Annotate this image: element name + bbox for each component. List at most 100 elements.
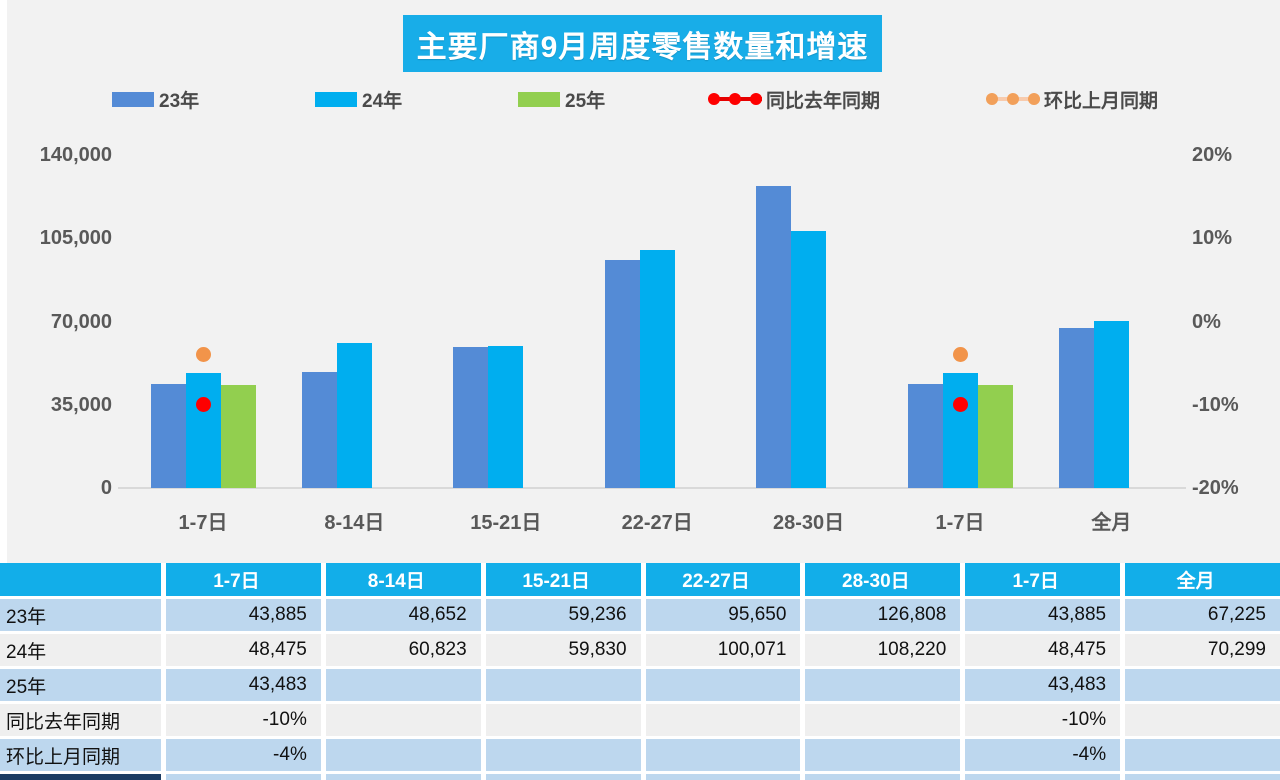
- legend-label: 同比去年同期: [766, 90, 881, 112]
- row-header-cell: 24年: [0, 634, 161, 666]
- legend-item-25: 25年: [518, 88, 606, 112]
- table-cell: [805, 739, 961, 771]
- bar: [488, 345, 524, 488]
- row-header-cell: [0, 563, 161, 596]
- bar: [301, 372, 337, 488]
- bar: [150, 383, 186, 488]
- bar: [604, 260, 640, 488]
- table-cell: 108,220: [805, 634, 961, 666]
- bar: [756, 186, 792, 488]
- legend-item-24: 24年: [315, 88, 403, 112]
- table-cell: 67,225: [1125, 599, 1280, 631]
- category-label: 1-7日: [178, 512, 228, 534]
- table-cell: [645, 669, 801, 701]
- table-cell: 43,483: [965, 669, 1121, 701]
- legend-swatch-23-icon: [112, 91, 154, 107]
- table-cell: [1125, 739, 1280, 771]
- y-axis-tick-left: 70,000: [50, 310, 112, 333]
- table-cell: [805, 669, 961, 701]
- table-cell: [485, 704, 641, 736]
- category-label: 28-30日: [773, 512, 845, 534]
- table-cell: -4%: [965, 739, 1121, 771]
- category-label: 全月: [1091, 512, 1132, 534]
- table-cell: [1125, 704, 1280, 736]
- table-cell: 43,885: [166, 599, 321, 631]
- y-axis-tick-left: 0: [100, 477, 112, 499]
- table-cell: [325, 669, 481, 701]
- table-cell: [325, 704, 481, 736]
- growth-dot: [195, 347, 211, 363]
- legend-swatch-24-icon: [315, 91, 357, 107]
- bar: [1058, 328, 1094, 488]
- row-header-cell: 23年: [0, 599, 161, 631]
- bar: [907, 383, 943, 488]
- yoy-dots-icon: [708, 92, 764, 106]
- table-row: 同比去年同期 -10% -10%: [0, 704, 1280, 736]
- table-cell: 59,830: [485, 634, 641, 666]
- table-cell: [645, 739, 801, 771]
- table-cell: 48,475: [965, 634, 1121, 666]
- table-cell: [645, 704, 801, 736]
- growth-dot: [952, 397, 968, 413]
- table-cell: [805, 704, 961, 736]
- table-row: 25年 43,483 43,483: [0, 669, 1280, 701]
- partial-cell: [645, 774, 801, 780]
- partial-cell: [485, 774, 641, 780]
- table-cell: 100,071: [645, 634, 801, 666]
- table-cell: 48,652: [325, 599, 481, 631]
- table-row: 1-7日 8-14日 15-21日 22-27日 28-30日 1-7日 全月: [0, 563, 1280, 596]
- table-row: 环比上月同期 -4% -4%: [0, 739, 1280, 771]
- table-cell: 70,299: [1125, 634, 1280, 666]
- table-cell: 48,475: [166, 634, 321, 666]
- partial-row: [0, 774, 1280, 780]
- table-cell: [485, 739, 641, 771]
- table-cell: 59,236: [485, 599, 641, 631]
- data-table: 1-7日 8-14日 15-21日 22-27日 28-30日 1-7日 全月 23年 43,8…: [0, 563, 1280, 780]
- y-axis-tick-left: 105,000: [39, 227, 112, 250]
- legend-item-mom: 环比上月同期: [986, 88, 1159, 112]
- y-axis-tick-right: 10%: [1192, 227, 1233, 250]
- table-cell: 8-14日: [325, 563, 481, 596]
- row-header-cell: 同比去年同期: [0, 704, 161, 736]
- table-cell: [325, 739, 481, 771]
- legend-label: 25年: [565, 90, 606, 112]
- category-label: 15-21日: [470, 512, 542, 534]
- partial-cell: [965, 774, 1121, 780]
- category-label: 22-27日: [621, 512, 693, 534]
- partial-cell: [0, 774, 161, 780]
- y-axis-tick-left: 140,000: [39, 144, 112, 166]
- category-label: 8-14日: [324, 512, 385, 534]
- legend-item-23: 23年: [112, 88, 200, 112]
- partial-cell: [805, 774, 961, 780]
- table-cell: 43,483: [166, 669, 321, 701]
- growth-dot: [952, 347, 968, 363]
- table-row: 24年 48,475 60,823 59,830 100,071 108,220 48,47…: [0, 634, 1280, 666]
- table-cell: 1-7日: [965, 563, 1121, 596]
- legend-label: 环比上月同期: [1044, 90, 1159, 112]
- category-label: 1-7日: [935, 512, 985, 534]
- y-axis-tick-right: -10%: [1192, 393, 1239, 416]
- y-axis-tick-right: 0%: [1192, 310, 1221, 333]
- row-header-cell: 环比上月同期: [0, 739, 161, 771]
- table-cell: 60,823: [325, 634, 481, 666]
- table-cell: 95,650: [645, 599, 801, 631]
- bar: [453, 347, 489, 488]
- mom-dots-icon: [986, 92, 1042, 106]
- legend-swatch-25-icon: [518, 91, 560, 107]
- table-cell: 43,885: [965, 599, 1121, 631]
- x-axis-line: [118, 487, 1186, 489]
- partial-cell: [166, 774, 321, 780]
- bar: [942, 372, 978, 488]
- bar: [185, 372, 221, 488]
- table-cell: 126,808: [805, 599, 961, 631]
- bar: [977, 384, 1013, 488]
- legend-label: 24年: [362, 90, 403, 112]
- chart-title: 主要厂商9月周度零售数量和增速: [403, 15, 882, 72]
- y-axis-tick-left: 35,000: [50, 393, 112, 416]
- y-axis-tick-right: -20%: [1192, 477, 1239, 499]
- left-gutter: [0, 0, 7, 563]
- legend-label: 23年: [159, 90, 200, 112]
- chart-panel: 主要厂商9月周度零售数量和增速 23年 24年 25年 同比去年同期 环比上月同…: [0, 0, 1280, 563]
- bar: [336, 343, 372, 488]
- table-row: 23年 43,885 48,652 59,236 95,650 126,808 43,885…: [0, 599, 1280, 631]
